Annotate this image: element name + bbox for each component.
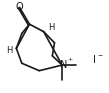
Text: I: I xyxy=(93,54,96,65)
Text: N: N xyxy=(60,60,67,70)
Text: O: O xyxy=(16,2,23,12)
Text: +: + xyxy=(67,57,72,62)
Text: H: H xyxy=(48,23,54,32)
Text: H: H xyxy=(6,46,12,55)
Text: −: − xyxy=(98,52,103,57)
